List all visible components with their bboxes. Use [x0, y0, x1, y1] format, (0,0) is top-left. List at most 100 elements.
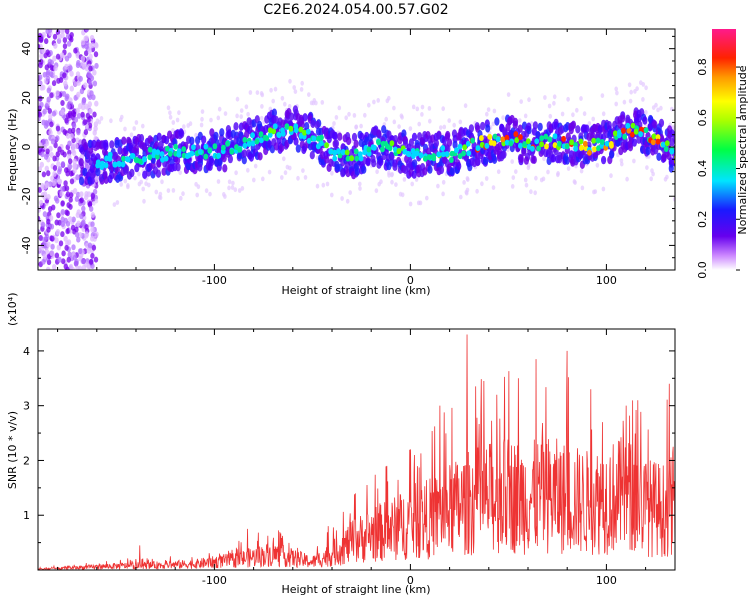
- spectrogram-halo-dot: [273, 86, 278, 92]
- spectrogram-band-dot: [570, 120, 577, 129]
- spectrogram-noise-dot: [81, 97, 87, 104]
- spectrogram-noise-dot: [75, 265, 80, 270]
- spectrogram-core-dot: [246, 141, 252, 147]
- spectrogram-halo-dot: [234, 170, 238, 176]
- spectrogram-halo-dot: [635, 86, 639, 92]
- spectrogram-halo-dot: [337, 105, 342, 111]
- spectrogram-halo-dot: [330, 170, 334, 176]
- spectrogram-noise-dot: [50, 243, 55, 250]
- spectrogram-band-dot: [631, 138, 638, 147]
- spectrogram-band-dot: [627, 140, 633, 149]
- spectrogram-band-dot: [197, 163, 203, 172]
- spectrogram-halo-dot: [390, 179, 394, 185]
- spectrogram-core-dot: [242, 142, 248, 149]
- spectrogram-halo-dot: [348, 190, 353, 196]
- spectrogram-core-dot: [167, 150, 173, 157]
- spectrogram-noise-dot: [71, 123, 77, 129]
- spectrogram-core-dot: [113, 161, 118, 168]
- spectrogram-band-dot: [121, 136, 127, 145]
- spectrogram-halo-dot: [354, 124, 358, 130]
- spectrogram-noise-dot: [38, 186, 42, 193]
- spectrogram-core-dot: [462, 144, 468, 151]
- spectrogram-halo-dot: [321, 182, 326, 188]
- spectrogram-noise-dot: [75, 191, 81, 198]
- spectrogram-halo-dot: [112, 202, 117, 208]
- spectrogram-noise-dot: [38, 32, 43, 39]
- spectrogram-halo-dot: [376, 98, 381, 103]
- spectrogram-halo-dot: [123, 178, 128, 184]
- snr-ylabel: SNR (10 * v/v): [6, 411, 19, 489]
- snr-marks: [38, 334, 675, 570]
- spectrogram-noise-dot: [67, 128, 73, 134]
- spectrogram-noise-dot: [80, 55, 86, 62]
- spectrogram-core-dot: [103, 162, 109, 169]
- spectrogram-core-dot: [406, 151, 412, 158]
- spectrogram-core-dot: [625, 122, 631, 129]
- spectrogram-core-dot: [475, 145, 481, 152]
- spectrogram-halo-dot: [288, 78, 292, 84]
- spectrogram-core-dot: [470, 137, 475, 144]
- spectrogram-core-dot: [298, 126, 304, 133]
- spectrogram-band-dot: [636, 113, 642, 123]
- spectrogram-halo-dot: [452, 122, 457, 128]
- spectrogram-noise-dot: [94, 62, 99, 69]
- spectrogram-band-dot: [433, 139, 439, 148]
- spectrogram-core-dot: [181, 146, 187, 153]
- spectrogram-core-dot: [539, 135, 545, 142]
- spectrogram-halo-dot: [237, 188, 242, 193]
- spectrogram-noise-dot: [47, 58, 53, 65]
- spectrogram-halo-dot: [397, 124, 401, 129]
- spectrogram-halo-dot: [216, 179, 221, 184]
- spectrogram-noise-dot: [74, 226, 79, 233]
- spectrogram-halo-dot: [615, 90, 619, 96]
- spectrogram-halo-dot: [518, 118, 522, 123]
- spectrogram-core-dot: [504, 139, 510, 146]
- spectrogram-noise-dot: [38, 74, 43, 81]
- spectrogram-noise-dot: [60, 221, 65, 228]
- spectrogram-core-dot: [630, 131, 635, 138]
- spectrogram-band-dot: [521, 147, 527, 157]
- spectrogram-noise-dot: [44, 103, 49, 109]
- spectrogram-halo-dot: [548, 113, 553, 119]
- spectrogram-core-dot: [436, 151, 442, 158]
- spectrogram-halo-dot: [94, 198, 99, 204]
- spectrogram-core-dot: [547, 136, 553, 143]
- spectrogram-core-dot: [536, 145, 541, 152]
- snr-xtick-label: 0: [407, 574, 414, 587]
- spectrogram-halo-dot: [625, 176, 629, 182]
- spectrogram-noise-dot: [41, 47, 46, 54]
- spectrogram-halo-dot: [627, 82, 632, 88]
- spectrogram-band-dot: [372, 127, 378, 136]
- spectrogram-halo-dot: [141, 186, 145, 192]
- colorbar-tick-label: 0.0: [696, 261, 709, 279]
- spectrogram-band-dot: [314, 120, 320, 130]
- spectrogram-halo-dot: [204, 188, 209, 194]
- spectrogram-core-dot: [267, 131, 273, 138]
- spectrogram-core-dot: [592, 146, 597, 153]
- spectrogram-band-dot: [87, 139, 93, 149]
- spectrogram-band-dot: [659, 135, 665, 144]
- spectrogram-noise-dot: [45, 182, 50, 189]
- spectrogram-band-dot: [512, 117, 519, 127]
- spectrogram-noise-dot: [49, 71, 54, 78]
- spectrogram-noise-dot: [94, 42, 99, 49]
- spectrogram-noise-dot: [49, 151, 54, 158]
- spectrogram-marks: [38, 29, 675, 270]
- spectrogram-core-dot: [457, 143, 463, 150]
- spectrogram-halo-dot: [217, 106, 222, 112]
- spectrogram-band-dot: [642, 116, 648, 125]
- spectrogram-noise-dot: [48, 129, 53, 136]
- spectrogram-noise-dot: [76, 112, 82, 119]
- spectrogram-band-dot: [109, 140, 115, 149]
- spectrogram-noise-dot: [80, 39, 86, 46]
- spectrogram-core-dot: [159, 151, 165, 158]
- spectrogram-band-dot: [601, 155, 607, 165]
- spectrogram-halo-dot: [484, 176, 489, 181]
- spectrogram-core-dot: [484, 142, 490, 149]
- spectrogram-halo-dot: [560, 111, 565, 117]
- spectrogram-band-dot: [578, 151, 584, 160]
- spectrogram-halo-dot: [208, 191, 212, 197]
- spectrogram-halo-dot: [644, 85, 648, 91]
- spectrogram-core-dot: [608, 141, 614, 147]
- spectrogram-noise-dot: [53, 65, 58, 72]
